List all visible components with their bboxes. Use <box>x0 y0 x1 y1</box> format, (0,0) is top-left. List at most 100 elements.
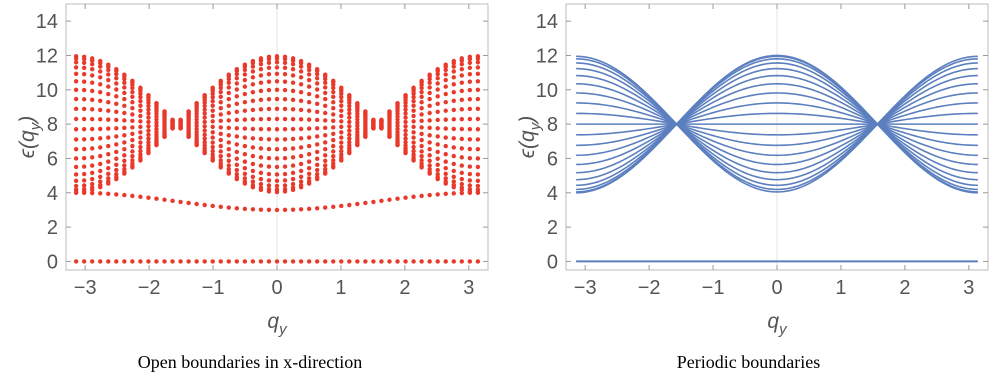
data-point <box>435 134 440 139</box>
data-point <box>290 176 296 182</box>
data-point <box>435 94 440 99</box>
data-point <box>387 134 392 140</box>
data-point <box>323 80 328 85</box>
data-point <box>226 163 231 168</box>
data-point <box>73 60 79 65</box>
data-point <box>258 126 264 132</box>
data-point <box>250 58 256 64</box>
data-point <box>314 171 320 177</box>
data-point <box>419 143 424 149</box>
data-point <box>459 181 465 187</box>
data-point <box>419 193 424 199</box>
data-point <box>146 150 151 156</box>
data-point <box>89 176 95 182</box>
data-point <box>331 149 336 154</box>
band-line <box>576 55 978 193</box>
data-point <box>258 116 264 122</box>
data-point <box>81 87 87 93</box>
data-point-flat-band <box>379 259 384 264</box>
data-point <box>266 54 272 59</box>
data-point <box>355 123 360 128</box>
data-point <box>122 125 127 131</box>
data-point-flat-band <box>282 259 288 264</box>
data-point <box>218 161 223 166</box>
data-point <box>226 125 231 131</box>
data-point <box>154 126 159 132</box>
data-point <box>290 62 296 67</box>
data-point <box>290 126 296 132</box>
data-point <box>258 62 264 67</box>
data-point <box>443 135 448 140</box>
data-point <box>282 72 288 77</box>
data-point <box>89 170 95 176</box>
data-point-flat-band <box>475 259 481 264</box>
data-point <box>114 149 119 155</box>
x-tick-label: 1 <box>835 277 846 299</box>
data-point <box>411 124 416 130</box>
data-point <box>282 137 288 142</box>
y-tick-label: 8 <box>547 114 558 136</box>
data-point <box>242 179 248 184</box>
data-point <box>234 67 240 72</box>
data-point <box>427 125 432 131</box>
data-point <box>427 146 432 152</box>
data-point <box>306 206 312 212</box>
data-point <box>122 96 127 102</box>
data-point <box>234 149 240 155</box>
data-point <box>427 171 432 176</box>
data-point <box>266 79 272 84</box>
data-point <box>210 124 215 130</box>
data-point <box>250 64 256 69</box>
data-point <box>106 181 111 186</box>
data-point <box>339 113 344 119</box>
data-point <box>162 134 167 140</box>
data-point <box>274 137 280 142</box>
band-line <box>576 102 978 147</box>
data-point <box>339 103 344 108</box>
data-point <box>89 146 95 151</box>
data-point <box>138 108 143 113</box>
data-point <box>306 84 312 89</box>
data-point <box>114 134 119 139</box>
data-point <box>266 116 272 122</box>
data-point <box>467 97 473 102</box>
data-point <box>339 108 344 113</box>
data-point <box>226 140 231 145</box>
data-point <box>467 116 473 122</box>
data-point <box>250 75 256 80</box>
data-point <box>435 109 440 114</box>
data-point <box>106 84 111 89</box>
data-point <box>154 114 159 119</box>
data-point-flat-band <box>459 259 465 264</box>
data-point <box>130 131 135 137</box>
data-point <box>122 171 127 176</box>
data-point-flat-band <box>274 259 280 264</box>
data-point <box>122 153 127 158</box>
data-point <box>242 176 248 181</box>
data-point <box>323 153 328 158</box>
data-point <box>435 149 440 155</box>
data-point-flat-band <box>98 259 103 264</box>
data-point <box>459 66 465 72</box>
data-point <box>242 166 248 171</box>
data-point-flat-band <box>234 259 240 264</box>
data-point <box>298 182 304 188</box>
data-point <box>122 140 127 145</box>
data-point <box>427 76 432 82</box>
data-point-flat-band <box>306 259 312 264</box>
data-point <box>130 149 135 154</box>
data-point <box>258 181 264 187</box>
data-point <box>89 136 95 142</box>
data-point <box>73 183 79 189</box>
x-tick-label: 1 <box>335 277 346 299</box>
data-point <box>98 117 103 122</box>
data-point <box>427 80 432 85</box>
data-point <box>282 79 288 84</box>
data-point <box>339 119 344 124</box>
data-point <box>475 147 481 152</box>
data-point <box>298 90 304 95</box>
data-point <box>459 58 465 63</box>
data-point <box>290 146 296 151</box>
data-point <box>323 90 328 96</box>
data-point <box>331 131 336 137</box>
